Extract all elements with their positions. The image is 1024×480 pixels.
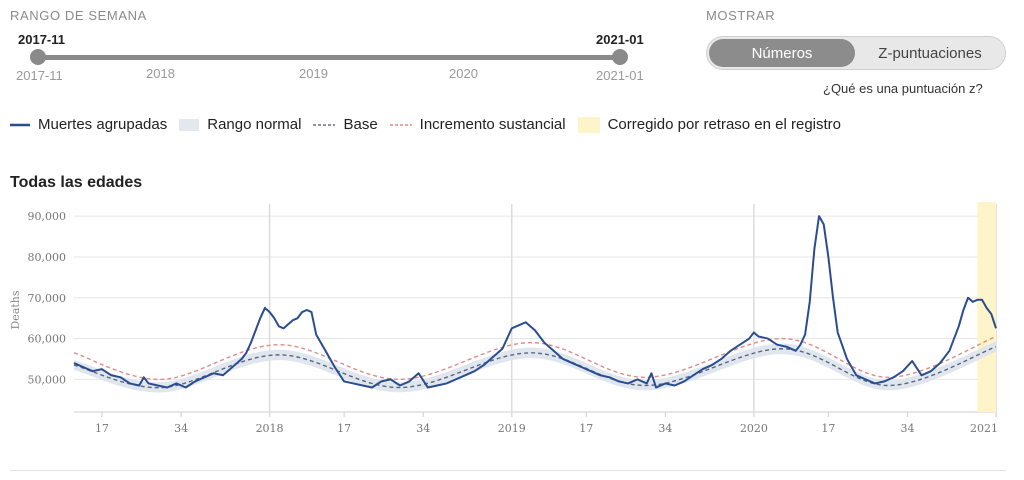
legend-item-deaths: Muertes agrupadas xyxy=(10,116,167,133)
range-start-label: 2017-11 xyxy=(18,32,65,47)
zscore-help-link[interactable]: ¿Qué es una puntuación z? xyxy=(823,81,983,96)
deaths-chart: 50,000 60,000 70,000 80,000 90,000 17 34 2018 1… xyxy=(9,202,998,435)
deaths-series-line xyxy=(73,215,997,389)
range-tick: 2021-01 xyxy=(596,68,644,83)
range-start-handle[interactable] xyxy=(30,49,46,65)
range-tick: 2020 xyxy=(449,66,478,81)
legend-item-base: Base xyxy=(313,116,378,133)
legend-label: Muertes agrupadas xyxy=(38,116,168,133)
x-tick-label: 17 xyxy=(579,422,593,435)
zscore-toggle-option[interactable]: Z-puntuaciones xyxy=(878,44,982,62)
y-tick-label: 60,000 xyxy=(28,333,67,346)
display-section-label: MOSTRAR xyxy=(706,8,776,23)
legend-item-corrected: Corregido por retraso en el registro xyxy=(577,116,842,133)
bottom-divider xyxy=(10,470,1006,471)
range-end-handle[interactable] xyxy=(612,49,628,65)
legend-item-substantial: Incremento sustancial xyxy=(389,116,566,133)
x-tick-label: 17 xyxy=(337,422,351,435)
legend-label: Corregido por retraso en el registro xyxy=(607,116,842,133)
range-tick: 2017-11 xyxy=(16,68,63,83)
y-tick-label: 70,000 xyxy=(28,292,67,305)
display-toggle: Números Z-puntuaciones xyxy=(706,36,1006,70)
x-tick-label: 17 xyxy=(95,422,109,435)
legend-normal-range-swatch xyxy=(179,118,200,131)
chart-legend: Muertes agrupadas Rango normal Base Incr… xyxy=(10,116,853,133)
x-tick-label: 2018 xyxy=(256,422,284,435)
x-tick-label: 34 xyxy=(658,422,672,435)
legend-label: Incremento sustancial xyxy=(419,116,566,133)
x-tick-label: 2021 xyxy=(970,422,998,435)
x-tick-label: 34 xyxy=(174,422,188,435)
substantial-increase-series-line xyxy=(73,335,997,381)
y-tick-label: 80,000 xyxy=(28,251,67,264)
chart-title: Todas las edades xyxy=(10,174,143,191)
week-range-section-label: RANGO DE SEMANA xyxy=(10,8,147,23)
y-axis-label: Deaths xyxy=(9,290,22,329)
range-tick: 2018 xyxy=(146,66,175,81)
x-tick-label: 17 xyxy=(821,422,835,435)
normal-range-band xyxy=(74,341,996,393)
legend-base-swatch xyxy=(313,123,336,126)
range-end-label: 2021-01 xyxy=(596,32,644,47)
range-tick: 2019 xyxy=(299,66,328,81)
x-tick-label: 2019 xyxy=(498,422,526,435)
legend-corrected-swatch xyxy=(577,116,600,133)
legend-item-normal-range: Rango normal xyxy=(179,116,301,133)
legend-label: Base xyxy=(343,116,378,133)
y-tick-label: 90,000 xyxy=(28,210,67,223)
numbers-toggle-option[interactable]: Números xyxy=(709,39,855,67)
x-tick-label: 34 xyxy=(901,422,915,435)
legend-deaths-swatch xyxy=(10,123,30,126)
legend-label: Rango normal xyxy=(207,116,302,133)
x-tick-label: 34 xyxy=(416,422,430,435)
y-tick-label: 50,000 xyxy=(28,373,67,386)
range-slider-track[interactable] xyxy=(38,55,621,60)
x-tick-label: 2020 xyxy=(740,422,768,435)
legend-substantial-swatch xyxy=(389,123,412,126)
